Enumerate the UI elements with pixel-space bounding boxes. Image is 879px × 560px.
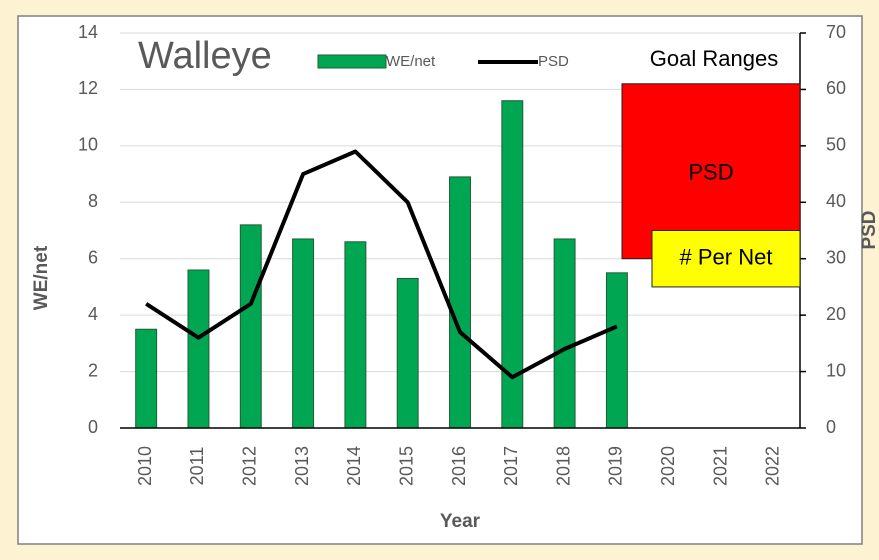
goal-range-box — [651, 230, 801, 288]
y2-tick-label: 40 — [826, 191, 846, 211]
y-tick-label: 0 — [88, 417, 98, 437]
bar — [135, 328, 158, 429]
x-tick-label: 2011 — [187, 447, 207, 486]
legend-label: WE/net — [386, 53, 436, 70]
x-tick-label: 2018 — [553, 446, 573, 486]
legend-label: PSD — [538, 53, 569, 70]
x-tick-label: 2014 — [344, 446, 364, 486]
x-tick-label: 2022 — [763, 446, 783, 486]
y-axis-label: WE/net — [31, 245, 52, 310]
bar — [239, 224, 262, 429]
bar — [187, 269, 210, 429]
line — [145, 149, 618, 380]
bar — [292, 238, 315, 429]
y-tick-label: 6 — [88, 247, 98, 267]
goal-range-box — [621, 83, 801, 260]
y-tick-label: 8 — [88, 191, 98, 211]
legend-swatch — [317, 54, 387, 69]
x-tick-label: 2021 — [710, 446, 730, 486]
y2-tick-label: 10 — [826, 360, 846, 380]
y2-tick-label: 70 — [826, 22, 846, 42]
y-tick-label: 10 — [78, 135, 98, 155]
x-tick-label: 2015 — [396, 446, 416, 486]
y-tick-label: 4 — [88, 304, 98, 324]
y-tick-label: 14 — [78, 22, 98, 42]
y-tick-label: 12 — [78, 78, 98, 98]
x-axis-label: Year — [440, 511, 481, 532]
bar — [449, 176, 471, 429]
bar — [553, 238, 576, 429]
chart-title: Walleye — [138, 35, 272, 77]
bar — [605, 272, 628, 429]
goal-range-label: PSD — [688, 160, 733, 185]
y2-tick-label: 60 — [826, 78, 846, 98]
bar — [344, 241, 367, 429]
y2-axis-label: PSD — [859, 210, 879, 249]
x-tick-label: 2016 — [449, 446, 469, 486]
x-tick-label: 2020 — [658, 446, 678, 486]
y2-tick-label: 0 — [826, 417, 836, 437]
y2-tick-label: 50 — [826, 135, 846, 155]
y2-tick-label: 20 — [826, 304, 846, 324]
y-tick-label: 2 — [88, 360, 98, 380]
x-tick-label: 2010 — [135, 446, 155, 486]
y2-tick-label: 30 — [826, 247, 846, 267]
goal-title: Goal Ranges — [650, 46, 778, 71]
goal-range-label: # Per Net — [680, 245, 773, 270]
bar — [396, 277, 419, 429]
x-tick-label: 2012 — [240, 446, 260, 486]
x-tick-label: 2017 — [501, 446, 521, 486]
x-tick-label: 2013 — [292, 446, 312, 486]
x-tick-label: 2019 — [606, 446, 626, 486]
